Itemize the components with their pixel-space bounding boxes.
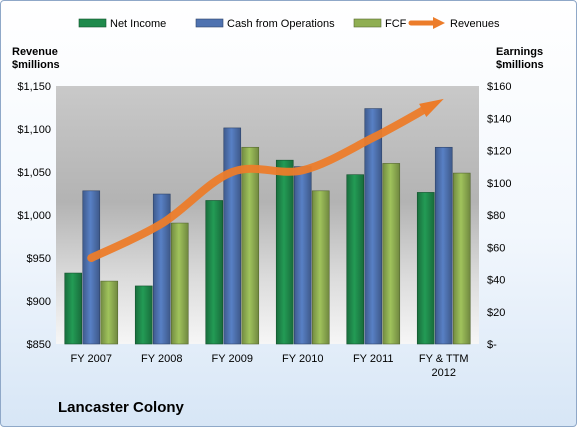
x-tick-label-fy-ttm-2012: FY & TTM 2012 [419, 353, 469, 379]
company-name: Lancaster Colony [58, 399, 184, 416]
legend-item-fcf: FCF [353, 18, 407, 30]
bar-cash-from-operations-fy-2011 [364, 108, 383, 345]
legend-item-net-income: Net Income [78, 18, 166, 30]
x-tick-label-fy-2009: FY 2009 [212, 353, 253, 365]
legend-label-fcf: FCF [385, 18, 407, 30]
bar-net-income-fy-2007 [64, 272, 83, 345]
legend-swatch-cash-from-operations [195, 18, 224, 28]
bar-net-income-fy-2009 [205, 200, 224, 345]
revenues-line [87, 104, 431, 262]
right-tick-label: $120 [487, 146, 511, 158]
right-tick-label: $40 [487, 275, 505, 287]
left-tick-label: $950 [27, 253, 51, 265]
right-tick-label: $60 [487, 242, 505, 254]
bar-net-income-fy-2011 [346, 174, 365, 345]
left-tick-label: $850 [27, 339, 51, 351]
bar-cash-from-operations-fy-2010 [293, 166, 312, 345]
plot-area [56, 86, 479, 344]
legend-label-cash-from-operations: Cash from Operations [227, 18, 335, 30]
legend-swatch-fcf [353, 18, 382, 28]
right-tick-label: $100 [487, 178, 511, 190]
right-tick-label: $80 [487, 210, 505, 222]
right-tick-label: $20 [487, 307, 505, 319]
left-tick-label: $1,150 [17, 81, 51, 93]
legend-arrowhead [433, 17, 445, 29]
left-axis-title: Revenue $millions [12, 46, 60, 71]
bar-fcf-fy-2011 [382, 163, 401, 345]
legend-swatch-net-income [78, 18, 107, 28]
right-axis-title: Earnings $millions [496, 46, 544, 71]
x-tick-label-fy-2007: FY 2007 [71, 353, 112, 365]
right-tick-label: $160 [487, 81, 511, 93]
bar-net-income-fy-ttm-2012 [416, 192, 435, 345]
bar-cash-from-operations-fy-ttm-2012 [434, 146, 453, 345]
legend-label-revenues: Revenues [450, 18, 500, 30]
legend-item-cash-from-operations: Cash from Operations [195, 18, 335, 30]
bar-net-income-fy-2010 [275, 159, 294, 345]
bar-cash-from-operations-fy-2007 [82, 190, 101, 345]
right-tick-label: $- [487, 339, 497, 351]
bar-fcf-fy-ttm-2012 [452, 172, 471, 345]
bar-fcf-fy-2010 [311, 190, 330, 345]
revenues-arrowhead [419, 98, 444, 118]
x-tick-label-fy-2011: FY 2011 [353, 353, 394, 365]
left-tick-label: $900 [27, 296, 51, 308]
bar-fcf-fy-2007 [100, 280, 119, 345]
bar-fcf-fy-2009 [241, 146, 260, 345]
x-tick-label-fy-2008: FY 2008 [141, 353, 182, 365]
x-tick-label-fy-2010: FY 2010 [282, 353, 323, 365]
right-tick-label: $140 [487, 113, 511, 125]
legend-item-revenues: Revenues [408, 17, 500, 30]
bar-net-income-fy-2008 [134, 285, 153, 345]
bar-cash-from-operations-fy-2008 [152, 193, 171, 345]
legend-label-net-income: Net Income [110, 18, 166, 30]
left-tick-label: $1,050 [17, 167, 51, 179]
bar-cash-from-operations-fy-2009 [223, 127, 242, 345]
left-tick-label: $1,100 [17, 124, 51, 136]
bar-fcf-fy-2008 [170, 222, 189, 345]
left-tick-label: $1,000 [17, 210, 51, 222]
